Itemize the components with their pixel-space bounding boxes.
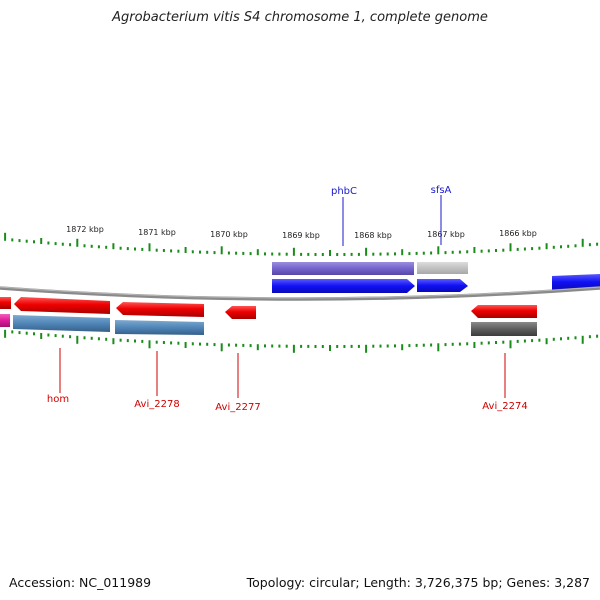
gene-reverse-left-edge [0,297,11,309]
gene-forward-right-edge [552,274,600,290]
gene-Avi_2278 [116,302,204,317]
kbp-label-1866: 1866 kbp [499,229,537,238]
feature-Avi_2278-cds [115,320,204,335]
gene-label-Avi_2277: Avi_2277 [215,402,260,413]
kbp-label-1872: 1872 kbp [66,225,104,234]
gene-sfsA [417,279,468,292]
gene-Avi_2274 [471,305,537,318]
feature-sfsA-other [417,262,468,274]
feature-hom-cds [13,315,110,332]
kbp-label-1869: 1869 kbp [282,231,320,240]
accession-text: Accession: NC_011989 [9,575,152,590]
kbp-label-1870: 1870 kbp [210,230,248,239]
gene-label-sfsA: sfsA [431,185,452,196]
gene-Avi_2277 [225,306,256,319]
kbp-label-1871: 1871 kbp [138,228,176,237]
gene-label-Avi_2274: Avi_2274 [482,401,527,412]
lower-ruler-ticks [4,329,599,353]
gene-label-phbC: phbC [331,186,357,197]
gene-label-hom: hom [47,394,69,405]
feature-Avi_2274-other [471,322,537,336]
gene-phbC [272,279,415,293]
feature-phbC-cds [272,262,414,275]
gene-label-Avi_2278: Avi_2278 [134,399,179,410]
kbp-label-1867: 1867 kbp [427,230,465,239]
kbp-label-1868: 1868 kbp [354,231,392,240]
genome-backbone [0,286,600,301]
genome-stats-text: Topology: circular; Length: 3,726,375 bp… [246,575,590,590]
upper-ruler-ticks [4,232,599,256]
gene-hom [14,297,110,314]
map-title: Agrobacterium vitis S4 chromosome 1, com… [112,10,488,25]
feature-reverse-left-magenta [0,314,10,327]
